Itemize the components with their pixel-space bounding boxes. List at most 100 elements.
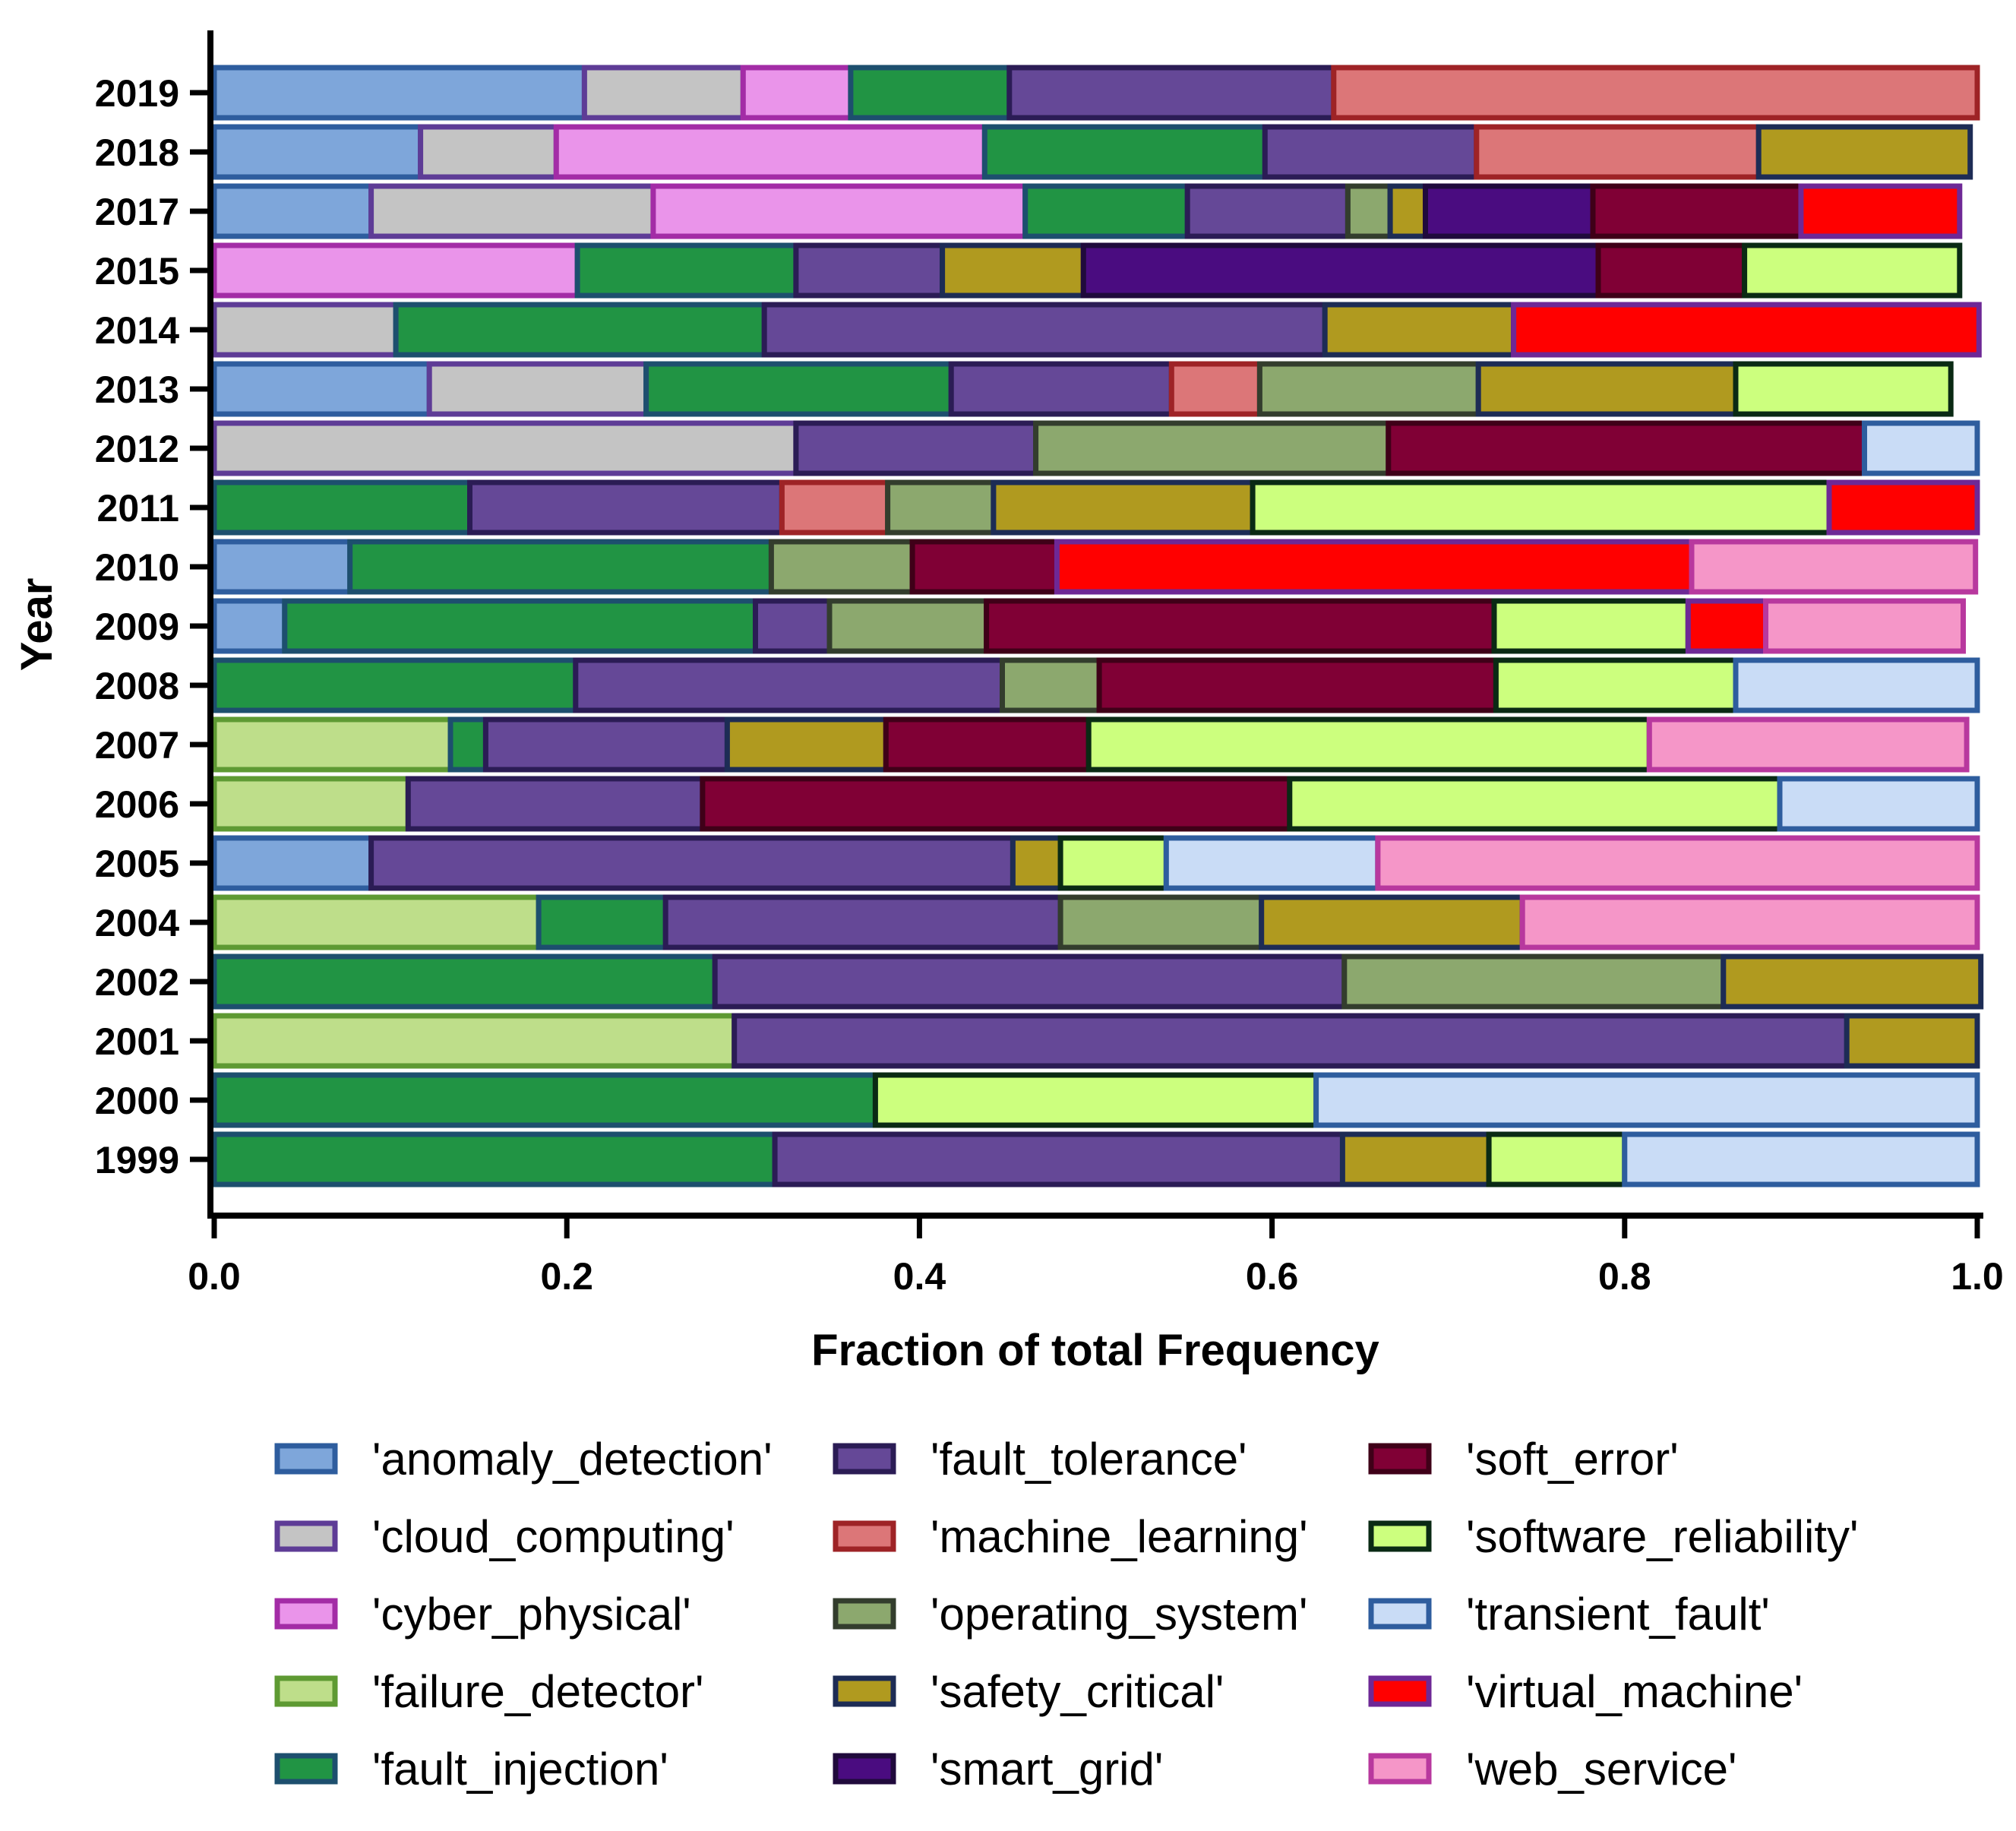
bar-2009-virtual-machine [1685,598,1768,654]
bar-2009-soft-error [984,598,1497,654]
bar-2006-soft-error [700,776,1293,832]
bar-2008-transient-fault [1733,657,1980,713]
legend-swatch-cloud-computing [274,1520,338,1552]
bar-2006-software-reliability [1287,776,1783,832]
bar-2009-software-reliability [1491,598,1691,654]
bar-2018-cyber-physical [553,124,987,180]
bar-2017-cloud-computing [368,183,656,239]
bar-2015-soft-error [1595,242,1748,299]
bar-2014-cloud-computing [211,302,399,358]
bar-2004-safety-critical [1259,894,1525,950]
bar-2007-fault-tolerance [482,716,730,773]
bar-2013-machine-learning [1168,361,1262,417]
bars-layer [211,65,1984,1187]
bar-2013-cloud-computing [426,361,649,417]
bar-2015-fault-tolerance [793,242,946,299]
bar-2011-software-reliability [1250,479,1832,536]
bar-2015-smart-grid [1080,242,1601,299]
bar-2009-operating-system [826,598,990,654]
x-ticks: 0.0 0.2 0.4 0.6 0.8 1.0 [188,1216,2004,1298]
bar-2017-safety-critical [1387,183,1428,239]
y-tick-label-2006: 2006 [95,783,179,826]
legend-label-machine-learning: 'machine_learning' [931,1511,1308,1562]
bar-2001-safety-critical [1844,1013,1980,1069]
bar-2017-soft-error [1590,183,1804,239]
bar-2019-fault-injection [848,65,1013,121]
x-tick-label-0.6: 0.6 [1246,1255,1299,1298]
x-tick-label-0.8: 0.8 [1598,1255,1651,1298]
y-tick-label-1999: 1999 [95,1139,179,1181]
bar-2008-fault-injection [211,657,579,713]
bar-2010-operating-system [768,539,915,595]
bar-2018-machine-learning [1474,124,1762,180]
bar-2017-cyber-physical [650,183,1029,239]
y-axis-title: Year [12,578,62,672]
bar-2013-fault-tolerance [948,361,1174,417]
bar-2018-cloud-computing [418,124,559,180]
bar-2018-fault-injection [981,124,1268,180]
bar-2007-failure-detector [211,716,453,773]
y-tick-label-2005: 2005 [95,843,179,885]
x-axis-title: Fraction of total Frequency [811,1326,1379,1375]
y-tick-label-2000: 2000 [95,1080,179,1122]
legend: 'anomaly_detection' 'cloud_computing' 'cyb… [274,1434,1858,1795]
bar-2005-safety-critical [1010,835,1063,891]
legend-swatch-cyber-physical [274,1598,338,1630]
bar-2002-operating-system [1341,953,1727,1010]
bar-2013-operating-system [1256,361,1481,417]
legend-label-software-reliability: 'software_reliability' [1466,1511,1858,1562]
bar-1999-safety-critical [1339,1131,1492,1187]
bar-2010-virtual-machine [1054,539,1695,595]
bar-2019-cyber-physical [740,65,854,121]
legend-swatch-operating-system [833,1598,896,1630]
legend-label-soft-error: 'soft_error' [1466,1434,1679,1485]
bar-2005-anomaly-detection [211,835,374,891]
y-tick-label-2013: 2013 [95,368,179,411]
bar-2005-transient-fault [1163,835,1381,891]
bar-2006-fault-tolerance [405,776,706,832]
bar-2011-fault-injection [211,479,472,536]
legend-label-virtual-machine: 'virtual_machine' [1466,1666,1803,1717]
legend-label-failure-detector: 'failure_detector' [372,1666,704,1717]
bar-2014-safety-critical [1322,302,1516,358]
y-tick-label-2014: 2014 [95,309,179,352]
bar-2018-fault-tolerance [1262,124,1480,180]
bar-2005-software-reliability [1057,835,1169,891]
y-ticks: 2019 2018 2017 2015 2014 2013 2012 2011 2010 2009… [95,72,210,1181]
bar-2019-cloud-computing [581,65,746,121]
bar-2005-fault-tolerance [368,835,1016,891]
bar-2009-web-service [1763,598,1966,654]
bar-2010-soft-error [909,539,1060,595]
y-tick-label-2019: 2019 [95,72,179,115]
bar-2013-safety-critical [1475,361,1739,417]
bar-2015-software-reliability [1742,242,1963,299]
legend-label-safety-critical: 'safety_critical' [931,1666,1224,1717]
legend-swatch-machine-learning [833,1520,896,1552]
legend-swatch-safety-critical [833,1675,896,1707]
bar-2019-fault-tolerance [1006,65,1337,121]
bar-2013-anomaly-detection [211,361,432,417]
legend-swatch-anomaly-detection [274,1443,338,1475]
bar-2017-fault-tolerance [1184,183,1351,239]
y-tick-label-2009: 2009 [95,606,179,648]
y-tick-label-2007: 2007 [95,724,179,767]
bar-2013-software-reliability [1733,361,1954,417]
bar-2018-anomaly-detection [211,124,424,180]
legend-label-smart-grid: 'smart_grid' [931,1744,1163,1795]
y-tick-label-2011: 2011 [97,487,179,530]
legend-swatch-software-reliability [1368,1520,1432,1552]
y-tick-label-2008: 2008 [95,665,179,707]
bar-2011-virtual-machine [1826,479,1980,536]
bar-2008-soft-error [1096,657,1499,713]
y-tick-label-2010: 2010 [95,546,179,589]
legend-swatch-virtual-machine [1368,1675,1432,1707]
y-tick-label-2001: 2001 [95,1020,179,1063]
legend-label-cloud-computing: 'cloud_computing' [372,1511,735,1562]
bar-2018-safety-critical [1755,124,1973,180]
bar-2000-transient-fault [1313,1072,1980,1128]
legend-swatch-fault-tolerance [833,1443,896,1475]
bar-2004-operating-system [1057,894,1265,950]
x-tick-label-0.0: 0.0 [188,1255,241,1298]
legend-label-operating-system: 'operating_system' [931,1589,1308,1640]
